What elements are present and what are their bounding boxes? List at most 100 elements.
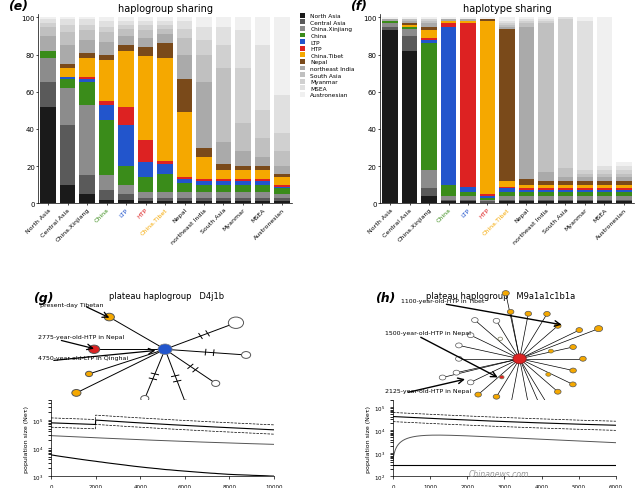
Bar — [441, 197, 456, 200]
Bar — [99, 176, 115, 191]
Bar — [421, 19, 437, 20]
Bar — [499, 29, 515, 182]
Bar — [616, 170, 632, 174]
Bar — [402, 52, 417, 204]
Circle shape — [595, 326, 603, 332]
Bar — [557, 169, 573, 178]
Circle shape — [544, 401, 550, 406]
Bar — [196, 193, 212, 198]
Circle shape — [502, 291, 509, 296]
Bar — [138, 202, 154, 204]
Bar — [60, 19, 76, 20]
Bar — [177, 180, 192, 183]
Bar — [157, 29, 173, 35]
Bar — [79, 54, 95, 59]
Bar — [421, 39, 437, 41]
Text: plateau haplogroup   D4j1b: plateau haplogroup D4j1b — [109, 291, 225, 300]
Bar — [538, 24, 554, 172]
Circle shape — [453, 370, 460, 375]
Bar — [577, 200, 593, 202]
Bar — [99, 33, 115, 42]
Bar — [196, 28, 212, 41]
Bar — [382, 28, 398, 31]
Circle shape — [576, 328, 582, 333]
Circle shape — [158, 344, 172, 355]
Bar — [402, 26, 417, 28]
Bar — [255, 139, 270, 158]
Bar — [60, 68, 76, 78]
Bar — [235, 167, 251, 170]
Bar — [499, 182, 515, 187]
Bar — [402, 37, 417, 52]
Circle shape — [456, 357, 462, 362]
Bar — [616, 163, 632, 167]
Bar — [118, 22, 134, 26]
Bar — [596, 191, 612, 193]
Bar — [216, 202, 231, 204]
Bar — [557, 197, 573, 200]
Bar — [157, 193, 173, 198]
Bar — [441, 185, 456, 197]
Bar — [557, 189, 573, 191]
Bar — [216, 170, 231, 180]
Bar — [235, 152, 251, 167]
Bar — [441, 24, 456, 28]
Bar — [616, 178, 632, 182]
Bar — [255, 167, 270, 170]
Circle shape — [467, 380, 474, 385]
Bar — [518, 28, 534, 180]
Bar — [402, 20, 417, 22]
Bar — [499, 187, 515, 189]
Bar — [402, 24, 417, 26]
Bar — [616, 167, 632, 170]
Bar — [596, 174, 612, 178]
Bar — [177, 178, 192, 180]
Text: Chinanews.com: Chinanews.com — [469, 469, 529, 478]
Bar — [99, 121, 115, 176]
Bar — [40, 59, 56, 83]
Bar — [138, 198, 154, 202]
Text: (e): (e) — [8, 0, 28, 13]
Bar — [118, 19, 134, 22]
Bar — [79, 80, 95, 83]
Bar — [157, 44, 173, 59]
Bar — [118, 37, 134, 46]
Circle shape — [493, 394, 500, 399]
Bar — [518, 22, 534, 24]
Bar — [460, 22, 476, 24]
Bar — [499, 26, 515, 28]
Bar — [480, 197, 495, 198]
Bar — [138, 31, 154, 39]
Circle shape — [141, 396, 149, 402]
Bar — [518, 191, 534, 193]
Bar — [235, 198, 251, 202]
Bar — [235, 19, 251, 31]
Bar — [538, 19, 554, 20]
Bar — [99, 28, 115, 33]
Bar — [177, 39, 192, 56]
Bar — [538, 172, 554, 182]
Bar — [577, 22, 593, 170]
Circle shape — [508, 310, 514, 315]
Circle shape — [475, 392, 481, 397]
Bar — [60, 78, 76, 80]
Bar — [157, 26, 173, 29]
Bar — [118, 195, 134, 200]
Bar — [196, 182, 212, 185]
Bar — [79, 20, 95, 26]
Bar — [441, 200, 456, 202]
Bar — [138, 39, 154, 48]
Bar — [40, 19, 56, 20]
Text: 2775-year-old-HTP in Nepal: 2775-year-old-HTP in Nepal — [38, 334, 125, 339]
Bar — [616, 185, 632, 189]
Bar — [60, 33, 76, 46]
Bar — [382, 20, 398, 22]
Bar — [255, 180, 270, 182]
Bar — [60, 26, 76, 33]
Bar — [480, 198, 495, 200]
Bar — [235, 180, 251, 182]
Bar — [99, 200, 115, 204]
Bar — [577, 197, 593, 200]
Bar — [382, 31, 398, 204]
Bar — [274, 178, 290, 185]
